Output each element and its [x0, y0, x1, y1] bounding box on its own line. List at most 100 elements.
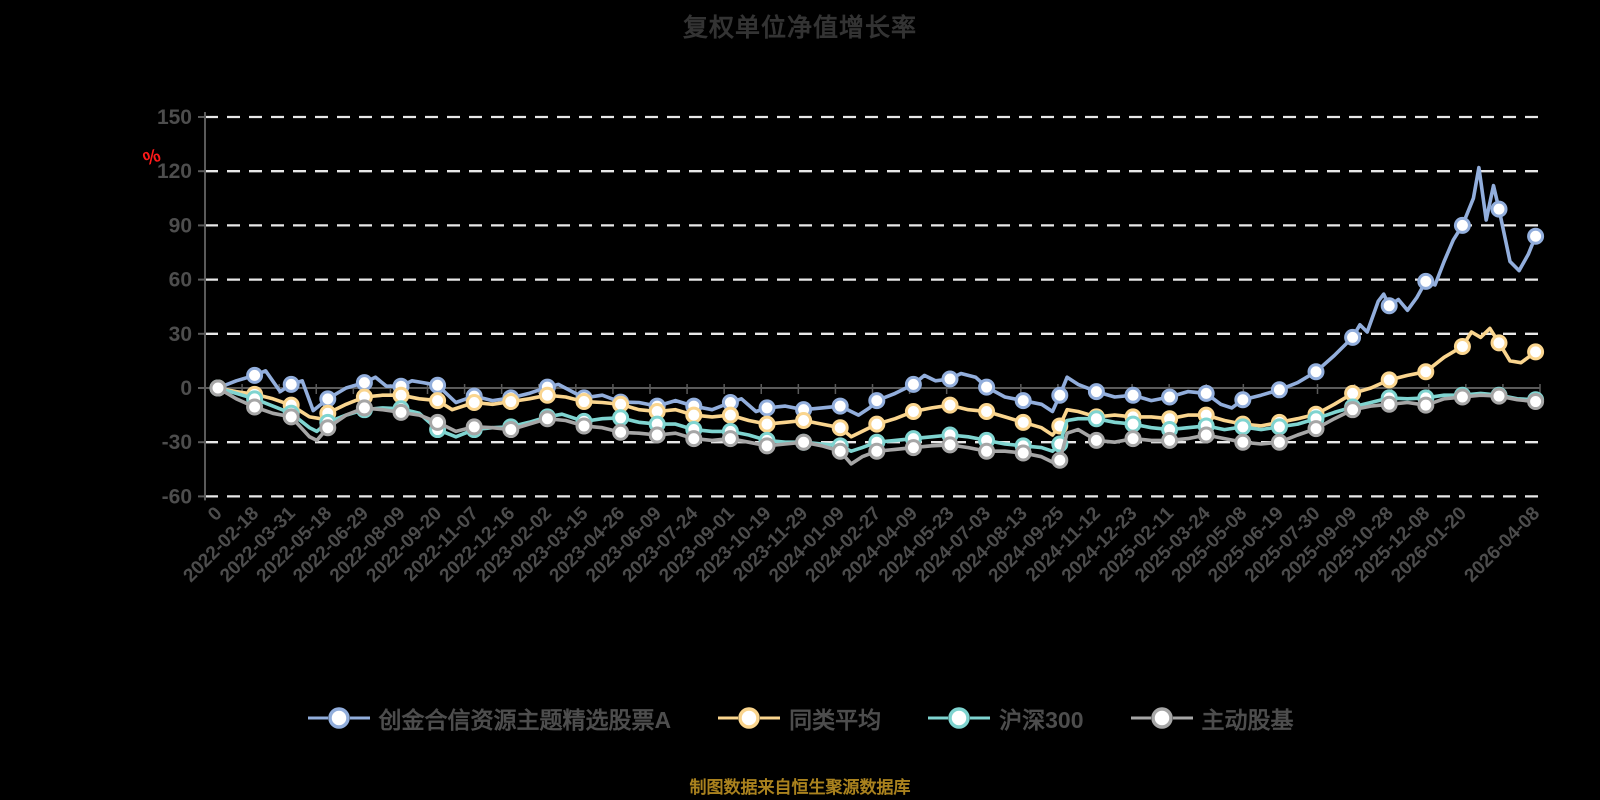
data-point-marker[interactable] — [831, 442, 849, 460]
data-point-marker[interactable] — [1270, 418, 1288, 436]
data-point-marker[interactable] — [941, 370, 959, 388]
data-point-marker[interactable] — [1014, 444, 1032, 462]
data-point-marker[interactable] — [429, 413, 447, 431]
data-point-marker[interactable] — [575, 393, 593, 411]
data-point-marker[interactable] — [904, 375, 922, 393]
data-point-marker[interactable] — [978, 402, 996, 420]
data-point-marker[interactable] — [1270, 433, 1288, 451]
data-point-marker[interactable] — [978, 378, 996, 396]
data-point-marker[interactable] — [246, 366, 264, 384]
legend-item-active-equity-funds[interactable]: 主动股基 — [1130, 701, 1294, 735]
data-point-marker[interactable] — [1087, 431, 1105, 449]
legend-item-fund-a[interactable]: 创金合信资源主题精选股票A — [307, 701, 671, 735]
data-point-marker[interactable] — [1344, 384, 1362, 402]
data-point-marker[interactable] — [465, 393, 483, 411]
data-point-marker[interactable] — [1344, 401, 1362, 419]
data-point-marker[interactable] — [1197, 426, 1215, 444]
data-point-marker[interactable] — [392, 386, 410, 404]
data-point-marker[interactable] — [685, 430, 703, 448]
data-point-marker[interactable] — [282, 375, 300, 393]
data-point-marker[interactable] — [355, 399, 373, 417]
data-point-marker[interactable] — [831, 419, 849, 437]
data-point-marker[interactable] — [1490, 200, 1508, 218]
x-tick-label: 2026-04-08 — [1461, 503, 1545, 587]
data-point-marker[interactable] — [1234, 391, 1252, 409]
data-point-marker[interactable] — [1417, 272, 1435, 290]
data-point-marker[interactable] — [1453, 388, 1471, 406]
data-point-marker[interactable] — [1307, 420, 1325, 438]
data-point-marker[interactable] — [1014, 413, 1032, 431]
data-point-marker[interactable] — [1453, 216, 1471, 234]
data-point-marker[interactable] — [319, 419, 337, 437]
data-point-marker[interactable] — [795, 412, 813, 430]
data-point-marker[interactable] — [1124, 386, 1142, 404]
data-point-marker[interactable] — [831, 397, 849, 415]
data-point-marker[interactable] — [978, 442, 996, 460]
data-point-marker[interactable] — [1124, 415, 1142, 433]
data-point-marker[interactable] — [282, 408, 300, 426]
data-point-marker[interactable] — [941, 436, 959, 454]
data-point-marker[interactable] — [1344, 328, 1362, 346]
data-point-marker[interactable] — [648, 426, 666, 444]
data-point-marker[interactable] — [429, 392, 447, 410]
data-point-marker[interactable] — [1307, 363, 1325, 381]
data-point-marker[interactable] — [1380, 371, 1398, 389]
data-point-marker[interactable] — [1051, 451, 1069, 469]
data-point-marker[interactable] — [1051, 386, 1069, 404]
data-point-marker[interactable] — [1014, 392, 1032, 410]
data-point-marker[interactable] — [1234, 433, 1252, 451]
y-tick-label: 30 — [169, 323, 192, 346]
data-point-marker[interactable] — [758, 437, 776, 455]
data-point-marker[interactable] — [538, 410, 556, 428]
data-point-marker[interactable] — [1270, 381, 1288, 399]
data-point-marker[interactable] — [721, 430, 739, 448]
data-point-marker[interactable] — [502, 421, 520, 439]
data-point-marker[interactable] — [319, 390, 337, 408]
data-point-marker[interactable] — [575, 417, 593, 435]
data-point-marker[interactable] — [1161, 431, 1179, 449]
data-point-marker[interactable] — [1453, 337, 1471, 355]
data-point-marker[interactable] — [1417, 363, 1435, 381]
legend-item-csi300[interactable]: 沪深300 — [927, 701, 1084, 735]
data-point-marker[interactable] — [1234, 418, 1252, 436]
data-point-marker[interactable] — [1527, 227, 1545, 245]
data-point-marker[interactable] — [1490, 387, 1508, 405]
legend-item-label: 主动股基 — [1201, 707, 1294, 733]
data-point-marker[interactable] — [1417, 396, 1435, 414]
data-point-marker[interactable] — [904, 402, 922, 420]
data-point-marker[interactable] — [868, 415, 886, 433]
data-point-marker[interactable] — [758, 399, 776, 417]
data-point-marker[interactable] — [1087, 410, 1105, 428]
data-point-marker[interactable] — [1197, 384, 1215, 402]
data-point-marker[interactable] — [1527, 343, 1545, 361]
data-point-marker[interactable] — [355, 374, 373, 392]
data-point-marker[interactable] — [1380, 395, 1398, 413]
data-point-marker[interactable] — [721, 406, 739, 424]
data-point-marker[interactable] — [209, 379, 227, 397]
legend-item-category-average[interactable]: 同类平均 — [717, 701, 881, 735]
data-point-marker[interactable] — [904, 439, 922, 457]
data-point-marker[interactable] — [1490, 334, 1508, 352]
data-point-marker[interactable] — [1380, 297, 1398, 315]
data-point-marker[interactable] — [1124, 430, 1142, 448]
data-point-marker[interactable] — [246, 398, 264, 416]
data-point-marker[interactable] — [502, 393, 520, 411]
series-line-0[interactable] — [216, 165, 1538, 417]
data-point-marker[interactable] — [612, 395, 630, 413]
data-point-marker[interactable] — [795, 433, 813, 451]
data-point-marker[interactable] — [868, 392, 886, 410]
data-point-marker[interactable] — [612, 409, 630, 427]
data-point-marker[interactable] — [538, 386, 556, 404]
data-point-marker[interactable] — [465, 418, 483, 436]
data-point-marker[interactable] — [685, 406, 703, 424]
data-point-marker[interactable] — [868, 442, 886, 460]
data-point-marker[interactable] — [1161, 388, 1179, 406]
data-point-marker[interactable] — [758, 415, 776, 433]
data-point-marker[interactable] — [612, 423, 630, 441]
data-point-marker[interactable] — [1087, 383, 1105, 401]
data-point-marker[interactable] — [941, 396, 959, 414]
data-point-marker[interactable] — [429, 376, 447, 394]
data-point-marker[interactable] — [1527, 393, 1545, 411]
data-point-marker[interactable] — [392, 403, 410, 421]
